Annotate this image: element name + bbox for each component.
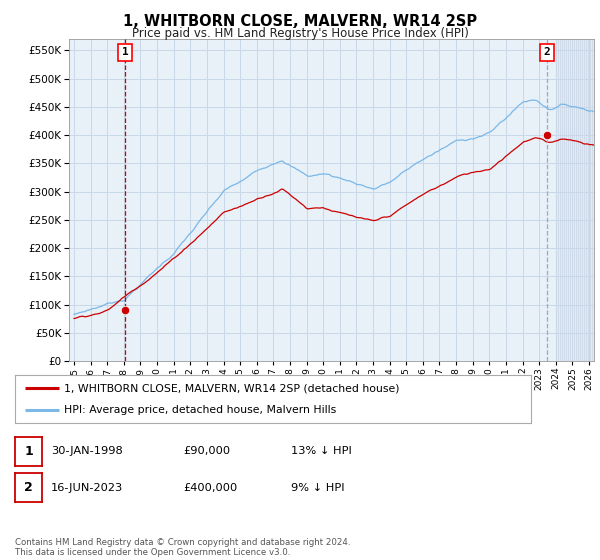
Bar: [556, 39, 594, 361]
Text: 2: 2: [24, 481, 33, 494]
Text: £90,000: £90,000: [183, 446, 230, 456]
Text: 13% ↓ HPI: 13% ↓ HPI: [291, 446, 352, 456]
Text: £400,000: £400,000: [183, 483, 237, 493]
Text: 1, WHITBORN CLOSE, MALVERN, WR14 2SP (detached house): 1, WHITBORN CLOSE, MALVERN, WR14 2SP (de…: [64, 383, 400, 393]
Text: 30-JAN-1998: 30-JAN-1998: [51, 446, 123, 456]
Text: 16-JUN-2023: 16-JUN-2023: [51, 483, 123, 493]
Text: 2: 2: [544, 47, 550, 57]
Text: HPI: Average price, detached house, Malvern Hills: HPI: Average price, detached house, Malv…: [64, 405, 336, 415]
Text: 1, WHITBORN CLOSE, MALVERN, WR14 2SP: 1, WHITBORN CLOSE, MALVERN, WR14 2SP: [123, 14, 477, 29]
Text: Contains HM Land Registry data © Crown copyright and database right 2024.
This d: Contains HM Land Registry data © Crown c…: [15, 538, 350, 557]
Text: Price paid vs. HM Land Registry's House Price Index (HPI): Price paid vs. HM Land Registry's House …: [131, 27, 469, 40]
Text: 1: 1: [24, 445, 33, 458]
Text: 1: 1: [122, 47, 128, 57]
Text: 9% ↓ HPI: 9% ↓ HPI: [291, 483, 344, 493]
